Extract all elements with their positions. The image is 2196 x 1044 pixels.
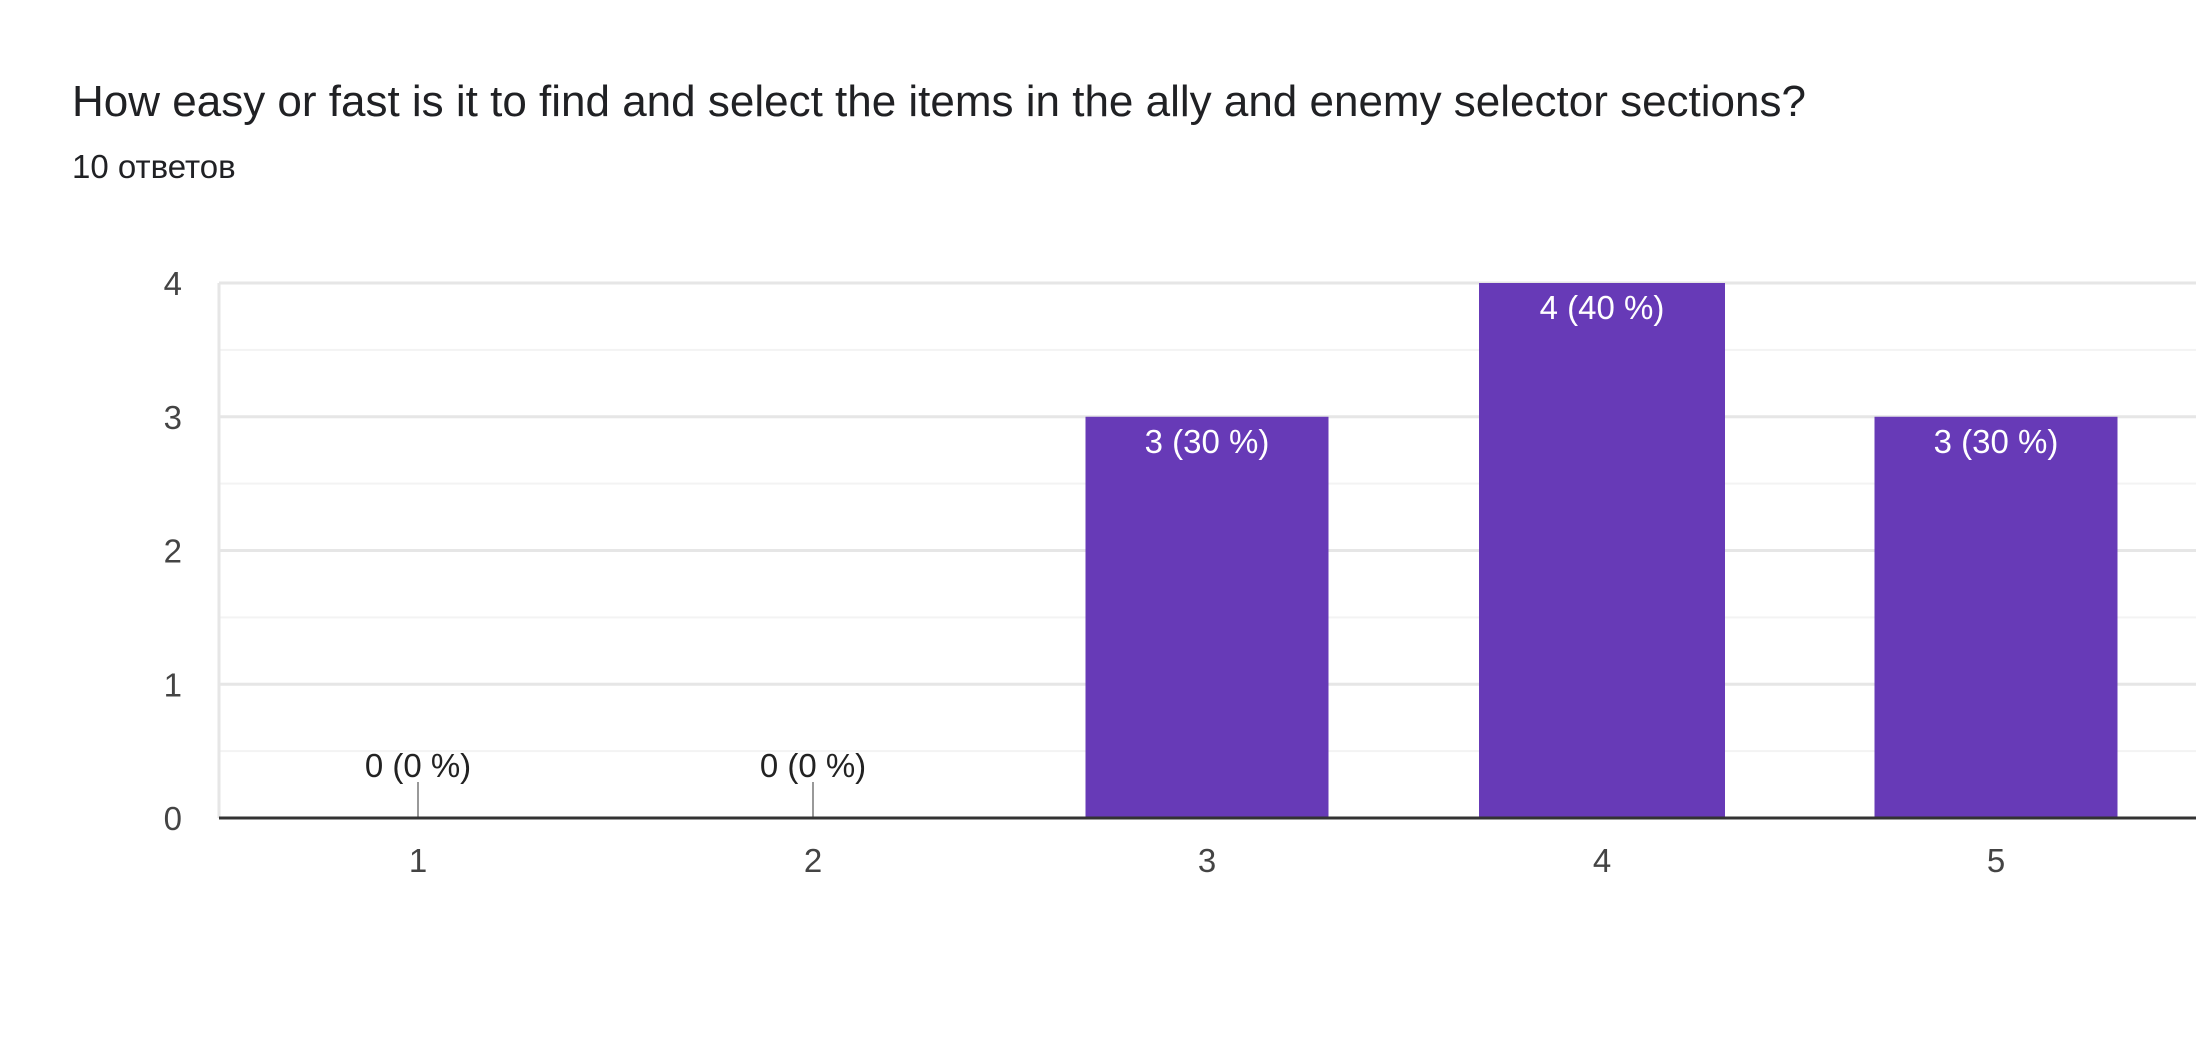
bar (1085, 416, 1329, 818)
x-tick-label: 1 (409, 842, 427, 879)
bar (1479, 283, 1725, 818)
y-tick-label: 2 (164, 533, 182, 570)
data-label: 3 (30 %) (1145, 423, 1270, 460)
x-tick-label: 3 (1198, 842, 1216, 879)
y-tick-label: 4 (164, 265, 182, 302)
data-label: 0 (0 %) (760, 747, 866, 784)
y-tick-label: 0 (164, 800, 182, 837)
response-count: 10 ответов (72, 148, 236, 185)
bar (1874, 416, 2118, 818)
x-tick-label: 2 (804, 842, 822, 879)
x-tick-label: 5 (1987, 842, 2005, 879)
x-tick-label: 4 (1593, 842, 1611, 879)
data-label: 0 (0 %) (365, 747, 471, 784)
y-tick-label: 3 (164, 399, 182, 436)
chart-title: How easy or fast is it to find and selec… (72, 77, 1806, 126)
y-tick-label: 1 (164, 666, 182, 703)
data-label: 4 (40 %) (1540, 289, 1665, 326)
data-label: 3 (30 %) (1934, 423, 2059, 460)
